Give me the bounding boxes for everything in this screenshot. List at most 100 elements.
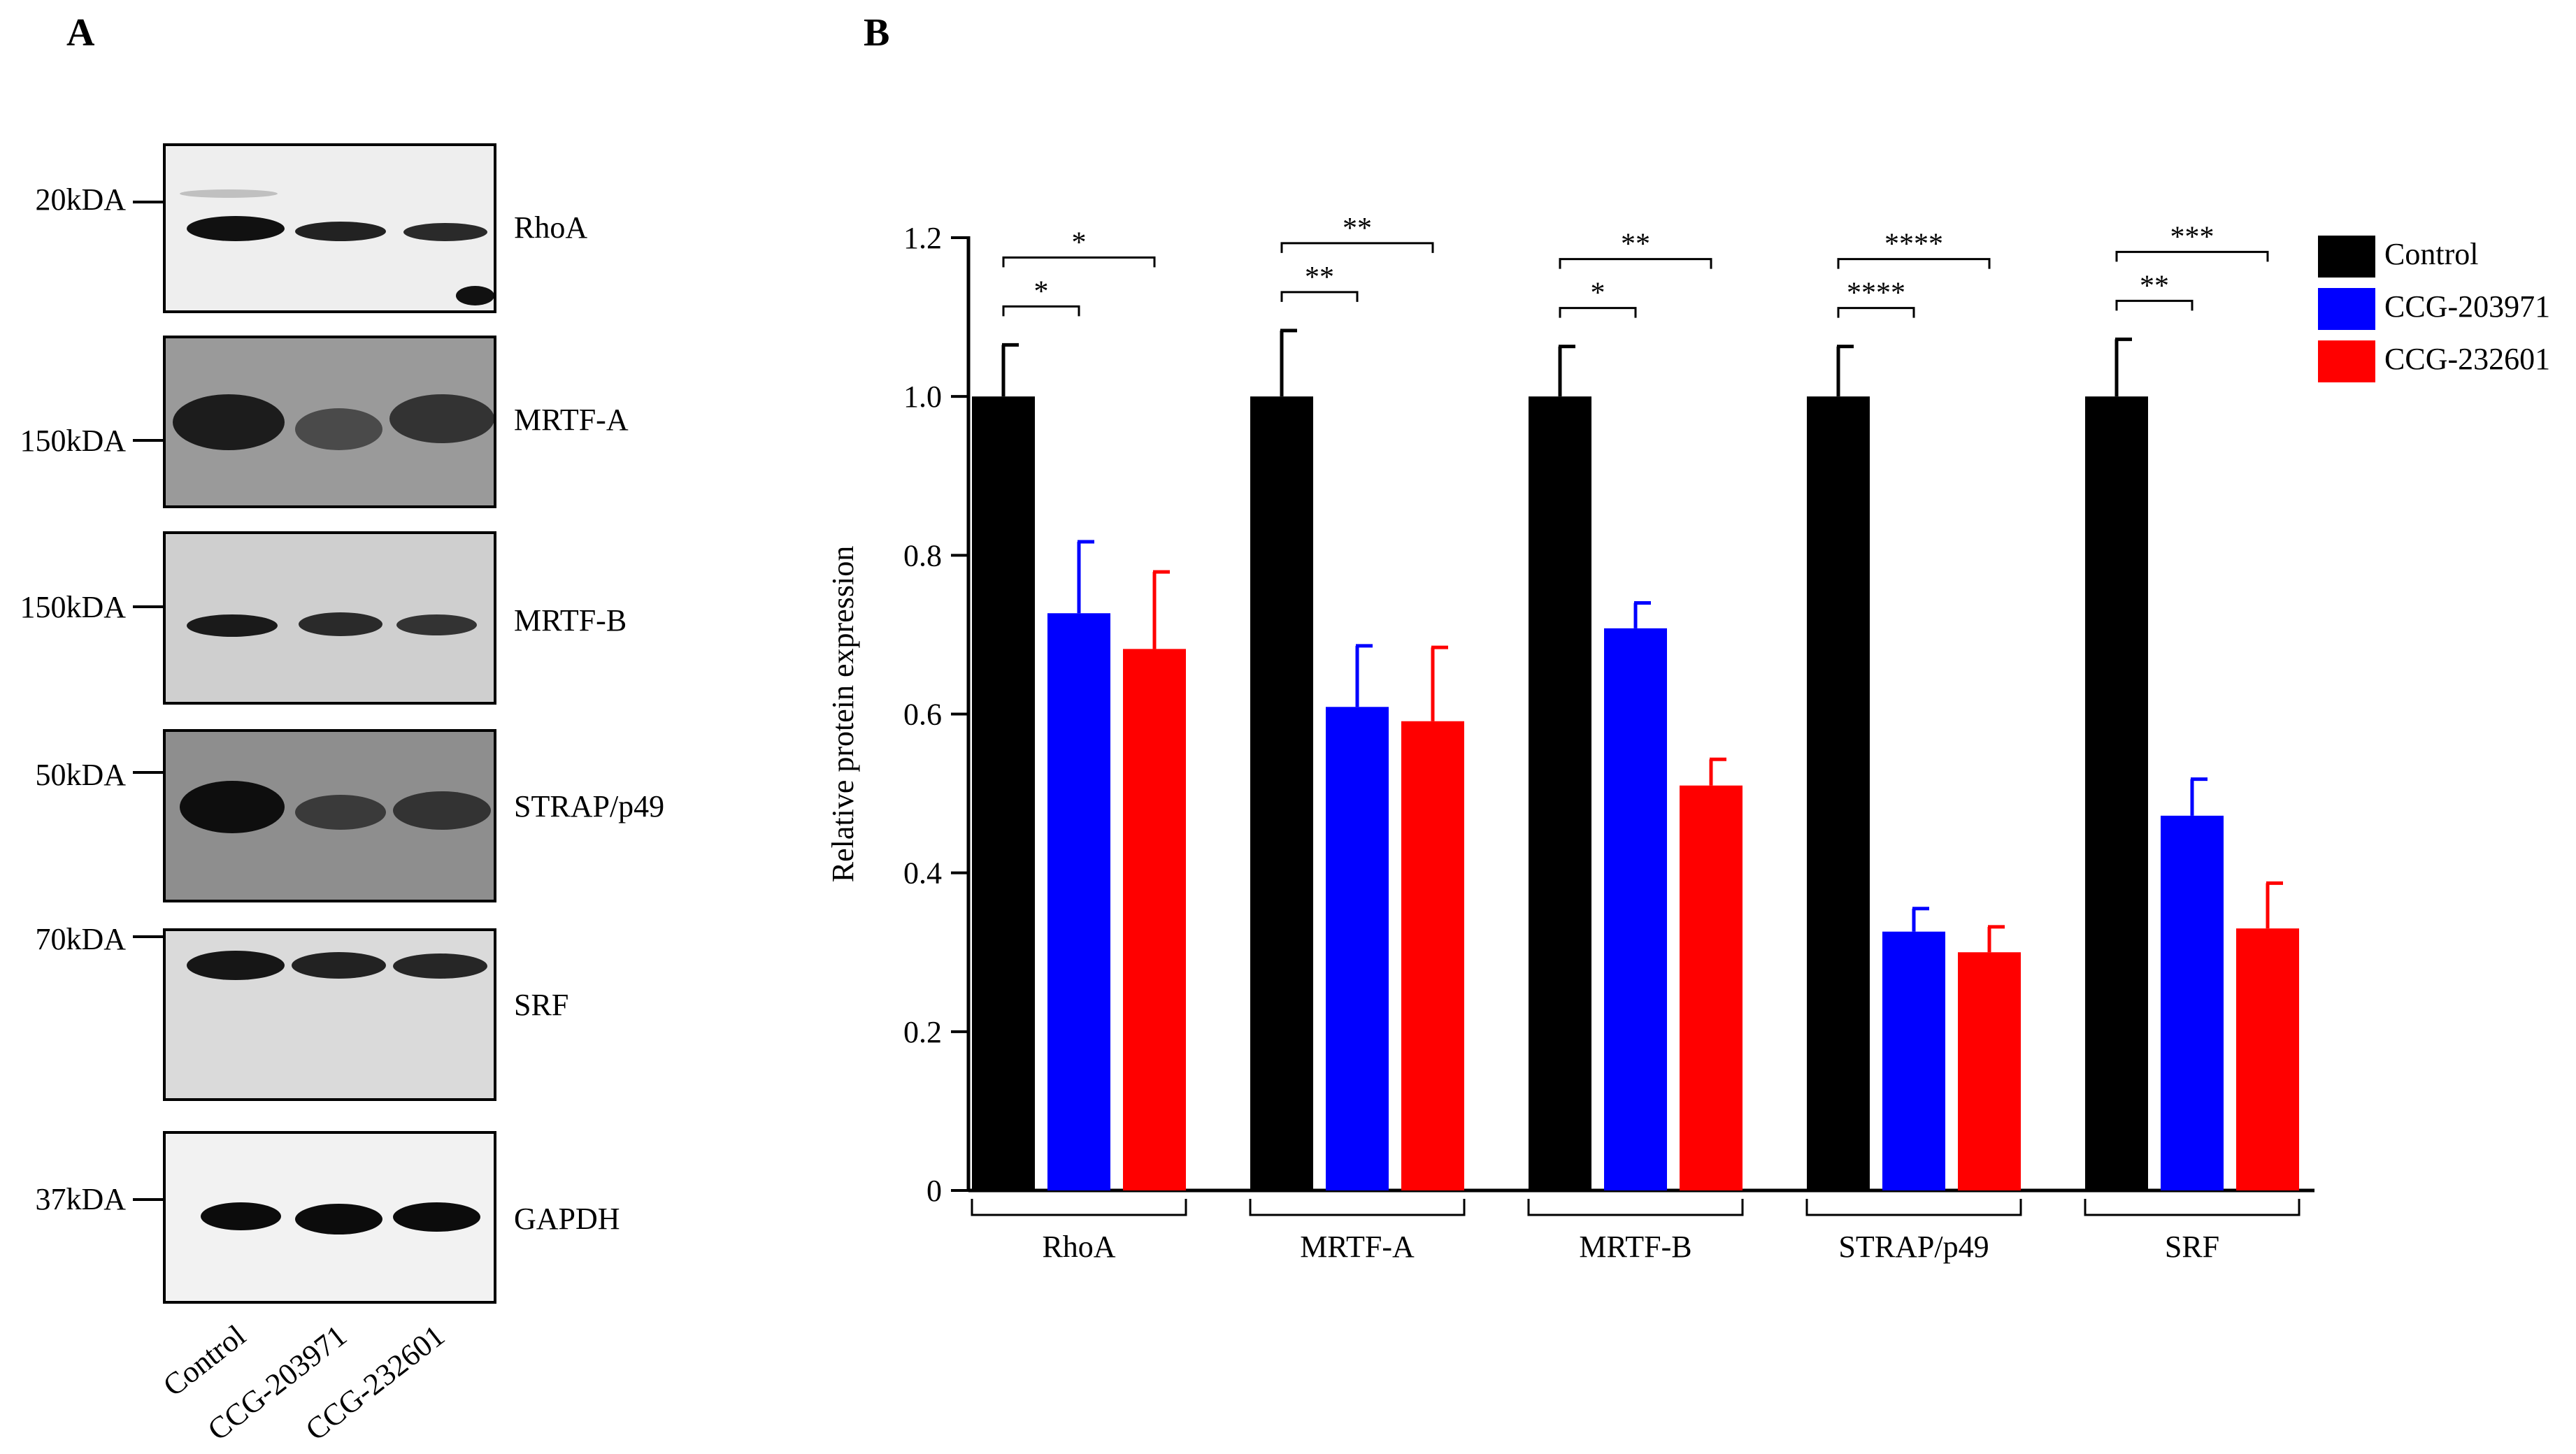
significance-label: **** xyxy=(1884,229,1943,261)
blot-mrtf-a xyxy=(163,336,496,508)
blot-mrtf-b xyxy=(163,531,496,705)
blot-band xyxy=(393,1202,480,1232)
panel-b-label: B xyxy=(864,11,890,55)
marker-tick xyxy=(133,935,164,938)
category-bracket xyxy=(971,1199,1187,1216)
significance-label: * xyxy=(1072,226,1087,259)
blot-band xyxy=(292,952,386,979)
protein-label-gapdh: GAPDH xyxy=(514,1202,620,1236)
category-bracket xyxy=(2084,1199,2300,1216)
marker-tick xyxy=(133,201,164,203)
significance-label: * xyxy=(1034,275,1049,308)
blot-band xyxy=(180,781,285,833)
marker-tick xyxy=(133,605,164,608)
category-bracket xyxy=(1527,1199,1744,1216)
blot-band xyxy=(201,1202,281,1230)
significance-bracket xyxy=(1837,258,1991,269)
significance-bracket xyxy=(1280,291,1359,302)
blot-band xyxy=(173,394,285,450)
blot-band xyxy=(389,394,494,443)
blot-rhoa xyxy=(163,143,496,313)
marker-tick xyxy=(133,439,164,442)
blot-srf xyxy=(163,928,496,1101)
legend-swatch-ccg-232601 xyxy=(2318,340,2375,382)
blot-band xyxy=(396,614,477,635)
blot-band xyxy=(295,408,382,450)
blot-band xyxy=(299,612,382,636)
bar-rhoa-ccg-203971 xyxy=(1047,613,1110,1190)
blot-band xyxy=(456,286,494,305)
x-category-label: SRF xyxy=(2165,1230,2219,1264)
legend-label-control: Control xyxy=(2384,237,2479,271)
blot-strap-p49 xyxy=(163,729,496,902)
blot-band xyxy=(187,216,285,241)
significance-bracket xyxy=(2115,299,2194,311)
bar-rhoa-control xyxy=(972,396,1035,1190)
x-category-label: MRTF-A xyxy=(1300,1230,1415,1264)
significance-label: ** xyxy=(1305,261,1334,294)
blot-band xyxy=(187,614,278,637)
blot-gapdh xyxy=(163,1131,496,1304)
blot-band xyxy=(393,791,491,830)
bar-srf-ccg-232601 xyxy=(2236,928,2299,1190)
marker-label-rhoa: 20kDA xyxy=(35,182,126,217)
bar-mrtf-a-control xyxy=(1250,396,1313,1190)
blot-band xyxy=(295,1204,382,1235)
protein-label-srf: SRF xyxy=(514,988,569,1022)
panel-a-label: A xyxy=(66,11,95,55)
bar-srf-ccg-203971 xyxy=(2161,815,2224,1190)
significance-label: ** xyxy=(1621,229,1650,261)
significance-label: ** xyxy=(1343,213,1372,245)
marker-label-gapdh: 37kDA xyxy=(35,1182,126,1216)
significance-label: *** xyxy=(2170,221,2214,253)
blot-band xyxy=(295,795,386,830)
x-category-label: RhoA xyxy=(1042,1230,1115,1264)
y-tick-label: 0 xyxy=(926,1174,942,1208)
blot-band xyxy=(295,222,386,241)
protein-label-mrtf-b: MRTF-B xyxy=(514,603,627,638)
protein-label-rhoa: RhoA xyxy=(514,210,588,245)
bar-strap-p49-ccg-203971 xyxy=(1882,931,1945,1190)
bar-rhoa-ccg-232601 xyxy=(1123,649,1186,1190)
marker-tick xyxy=(133,1198,164,1201)
bar-mrtf-b-ccg-203971 xyxy=(1604,628,1667,1190)
marker-label-mrtf-b: 150kDA xyxy=(20,590,126,624)
bar-mrtf-b-ccg-232601 xyxy=(1680,785,1743,1190)
significance-label: **** xyxy=(1847,278,1905,310)
category-bracket xyxy=(1805,1199,2022,1216)
marker-tick xyxy=(133,771,164,774)
significance-bracket xyxy=(1002,256,1156,268)
category-bracket xyxy=(1249,1199,1466,1216)
y-tick-label: 0.4 xyxy=(903,856,942,891)
significance-label: * xyxy=(1591,278,1605,310)
blot-band xyxy=(187,951,285,980)
significance-bracket xyxy=(1837,307,1915,318)
blot-band xyxy=(403,223,487,241)
x-category-label: STRAP/p49 xyxy=(1838,1230,1989,1264)
bar-strap-p49-ccg-232601 xyxy=(1958,952,2021,1190)
y-tick-label: 1.0 xyxy=(903,380,942,414)
marker-label-strap-p49: 50kDA xyxy=(35,758,126,792)
blot-band xyxy=(180,189,278,198)
y-tick-label: 1.2 xyxy=(903,221,942,255)
legend-swatch-control xyxy=(2318,236,2375,278)
y-tick-label: 0.2 xyxy=(903,1015,942,1049)
protein-label-mrtf-a: MRTF-A xyxy=(514,403,629,437)
y-tick-label: 0.8 xyxy=(903,538,942,573)
significance-bracket xyxy=(1559,307,1637,318)
bar-mrtf-a-ccg-203971 xyxy=(1326,707,1389,1190)
y-tick-label: 0.6 xyxy=(903,698,942,732)
significance-bracket xyxy=(1280,242,1434,253)
x-category-label: MRTF-B xyxy=(1579,1230,1691,1264)
bar-mrtf-b-control xyxy=(1529,396,1591,1190)
legend-label-ccg-203971: CCG-203971 xyxy=(2384,289,2551,324)
bar-strap-p49-control xyxy=(1807,396,1870,1190)
significance-bracket xyxy=(2115,250,2269,262)
significance-label: ** xyxy=(2140,270,2169,302)
bar-srf-control xyxy=(2085,396,2148,1190)
marker-label-mrtf-a: 150kDA xyxy=(20,424,126,458)
bar-mrtf-a-ccg-232601 xyxy=(1401,721,1464,1190)
legend-label-ccg-232601: CCG-232601 xyxy=(2384,342,2551,376)
protein-label-strap-p49: STRAP/p49 xyxy=(514,789,665,823)
